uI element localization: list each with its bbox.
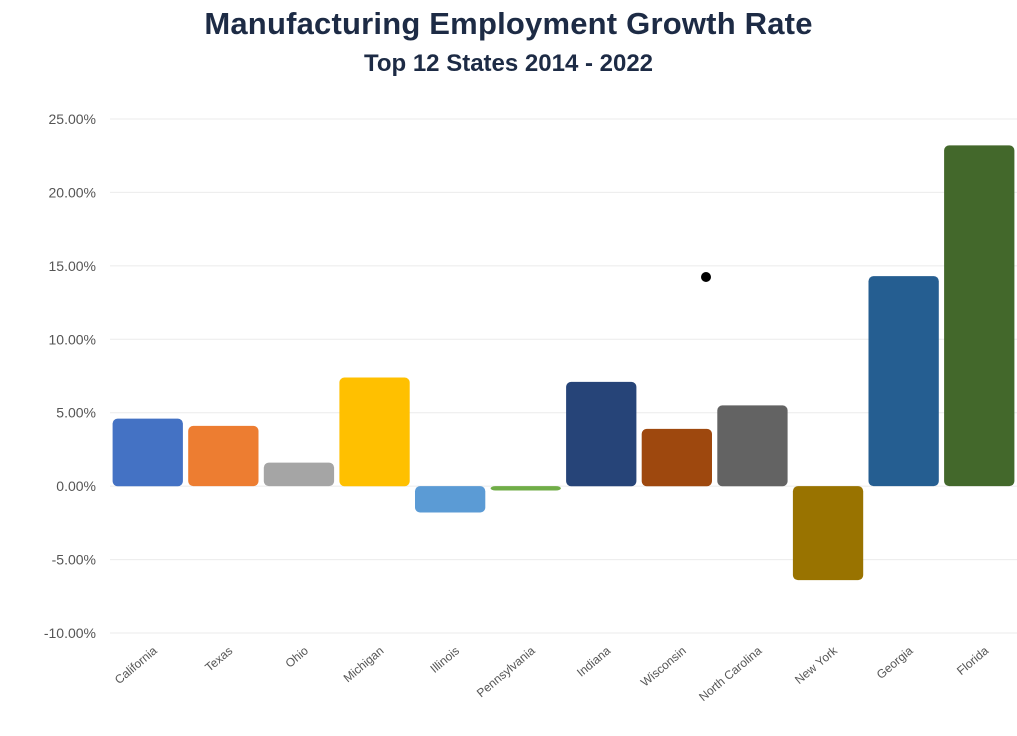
gridlines [110,118,1017,634]
bar-georgia [868,276,939,487]
bar-florida [944,145,1015,487]
x-tick-label: Texas [202,644,235,675]
x-tick-label: Wisconsin [638,644,689,690]
bar-texas [188,425,259,487]
x-tick-label: New York [792,643,841,687]
chart-title: Manufacturing Employment Growth Rate [204,6,813,41]
stray-dot-marker [701,272,711,282]
bar-ohio [263,462,335,487]
chart-subtitle: Top 12 States 2014 - 2022 [363,50,654,77]
bar-illinois [415,486,486,513]
bar-wisconsin [641,428,712,487]
y-tick-label: 15.00% [49,258,96,274]
bar-north-carolina [717,405,788,487]
bar-pennsylvania [490,486,561,491]
y-tick-label: 10.00% [49,331,96,347]
bar-indiana [566,381,637,487]
y-tick-label: 20.00% [49,184,96,200]
bars [112,145,1015,581]
y-tick-label: 5.00% [56,405,96,421]
y-tick-label: -10.00% [44,625,96,641]
y-tick-label: 0.00% [56,478,96,494]
x-tick-label: California [112,643,160,687]
bar-new-york [792,486,864,581]
y-axis-ticks: 25.00% 20.00% 15.00% 10.00% 5.00% 0.00% -5.00%… [44,111,96,641]
x-axis-ticks: California Texas Ohio Michigan Illinois Penns… [112,643,991,704]
x-tick-label: Georgia [874,643,916,681]
y-tick-label: 25.00% [49,111,96,127]
x-tick-label: Ohio [283,643,312,670]
x-tick-label: North Carolina [696,643,765,704]
x-tick-label: Indiana [574,643,613,679]
bar-michigan [339,377,410,487]
x-tick-label: Florida [954,643,991,678]
x-tick-label: Pennsylvania [474,643,538,700]
x-tick-label: Michigan [341,644,387,686]
bar-california [112,418,183,487]
y-tick-label: -5.00% [52,552,96,568]
x-tick-label: Illinois [427,644,462,676]
